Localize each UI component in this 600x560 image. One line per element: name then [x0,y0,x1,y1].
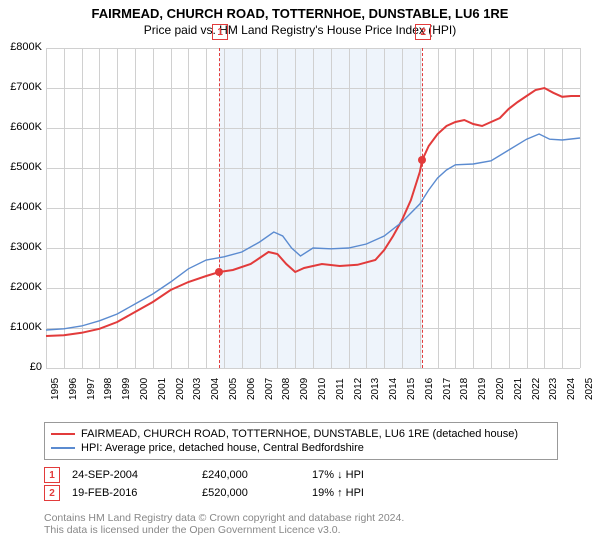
chart-lines [0,0,600,560]
series-hpi [46,134,580,330]
series-fairmead [46,88,580,336]
